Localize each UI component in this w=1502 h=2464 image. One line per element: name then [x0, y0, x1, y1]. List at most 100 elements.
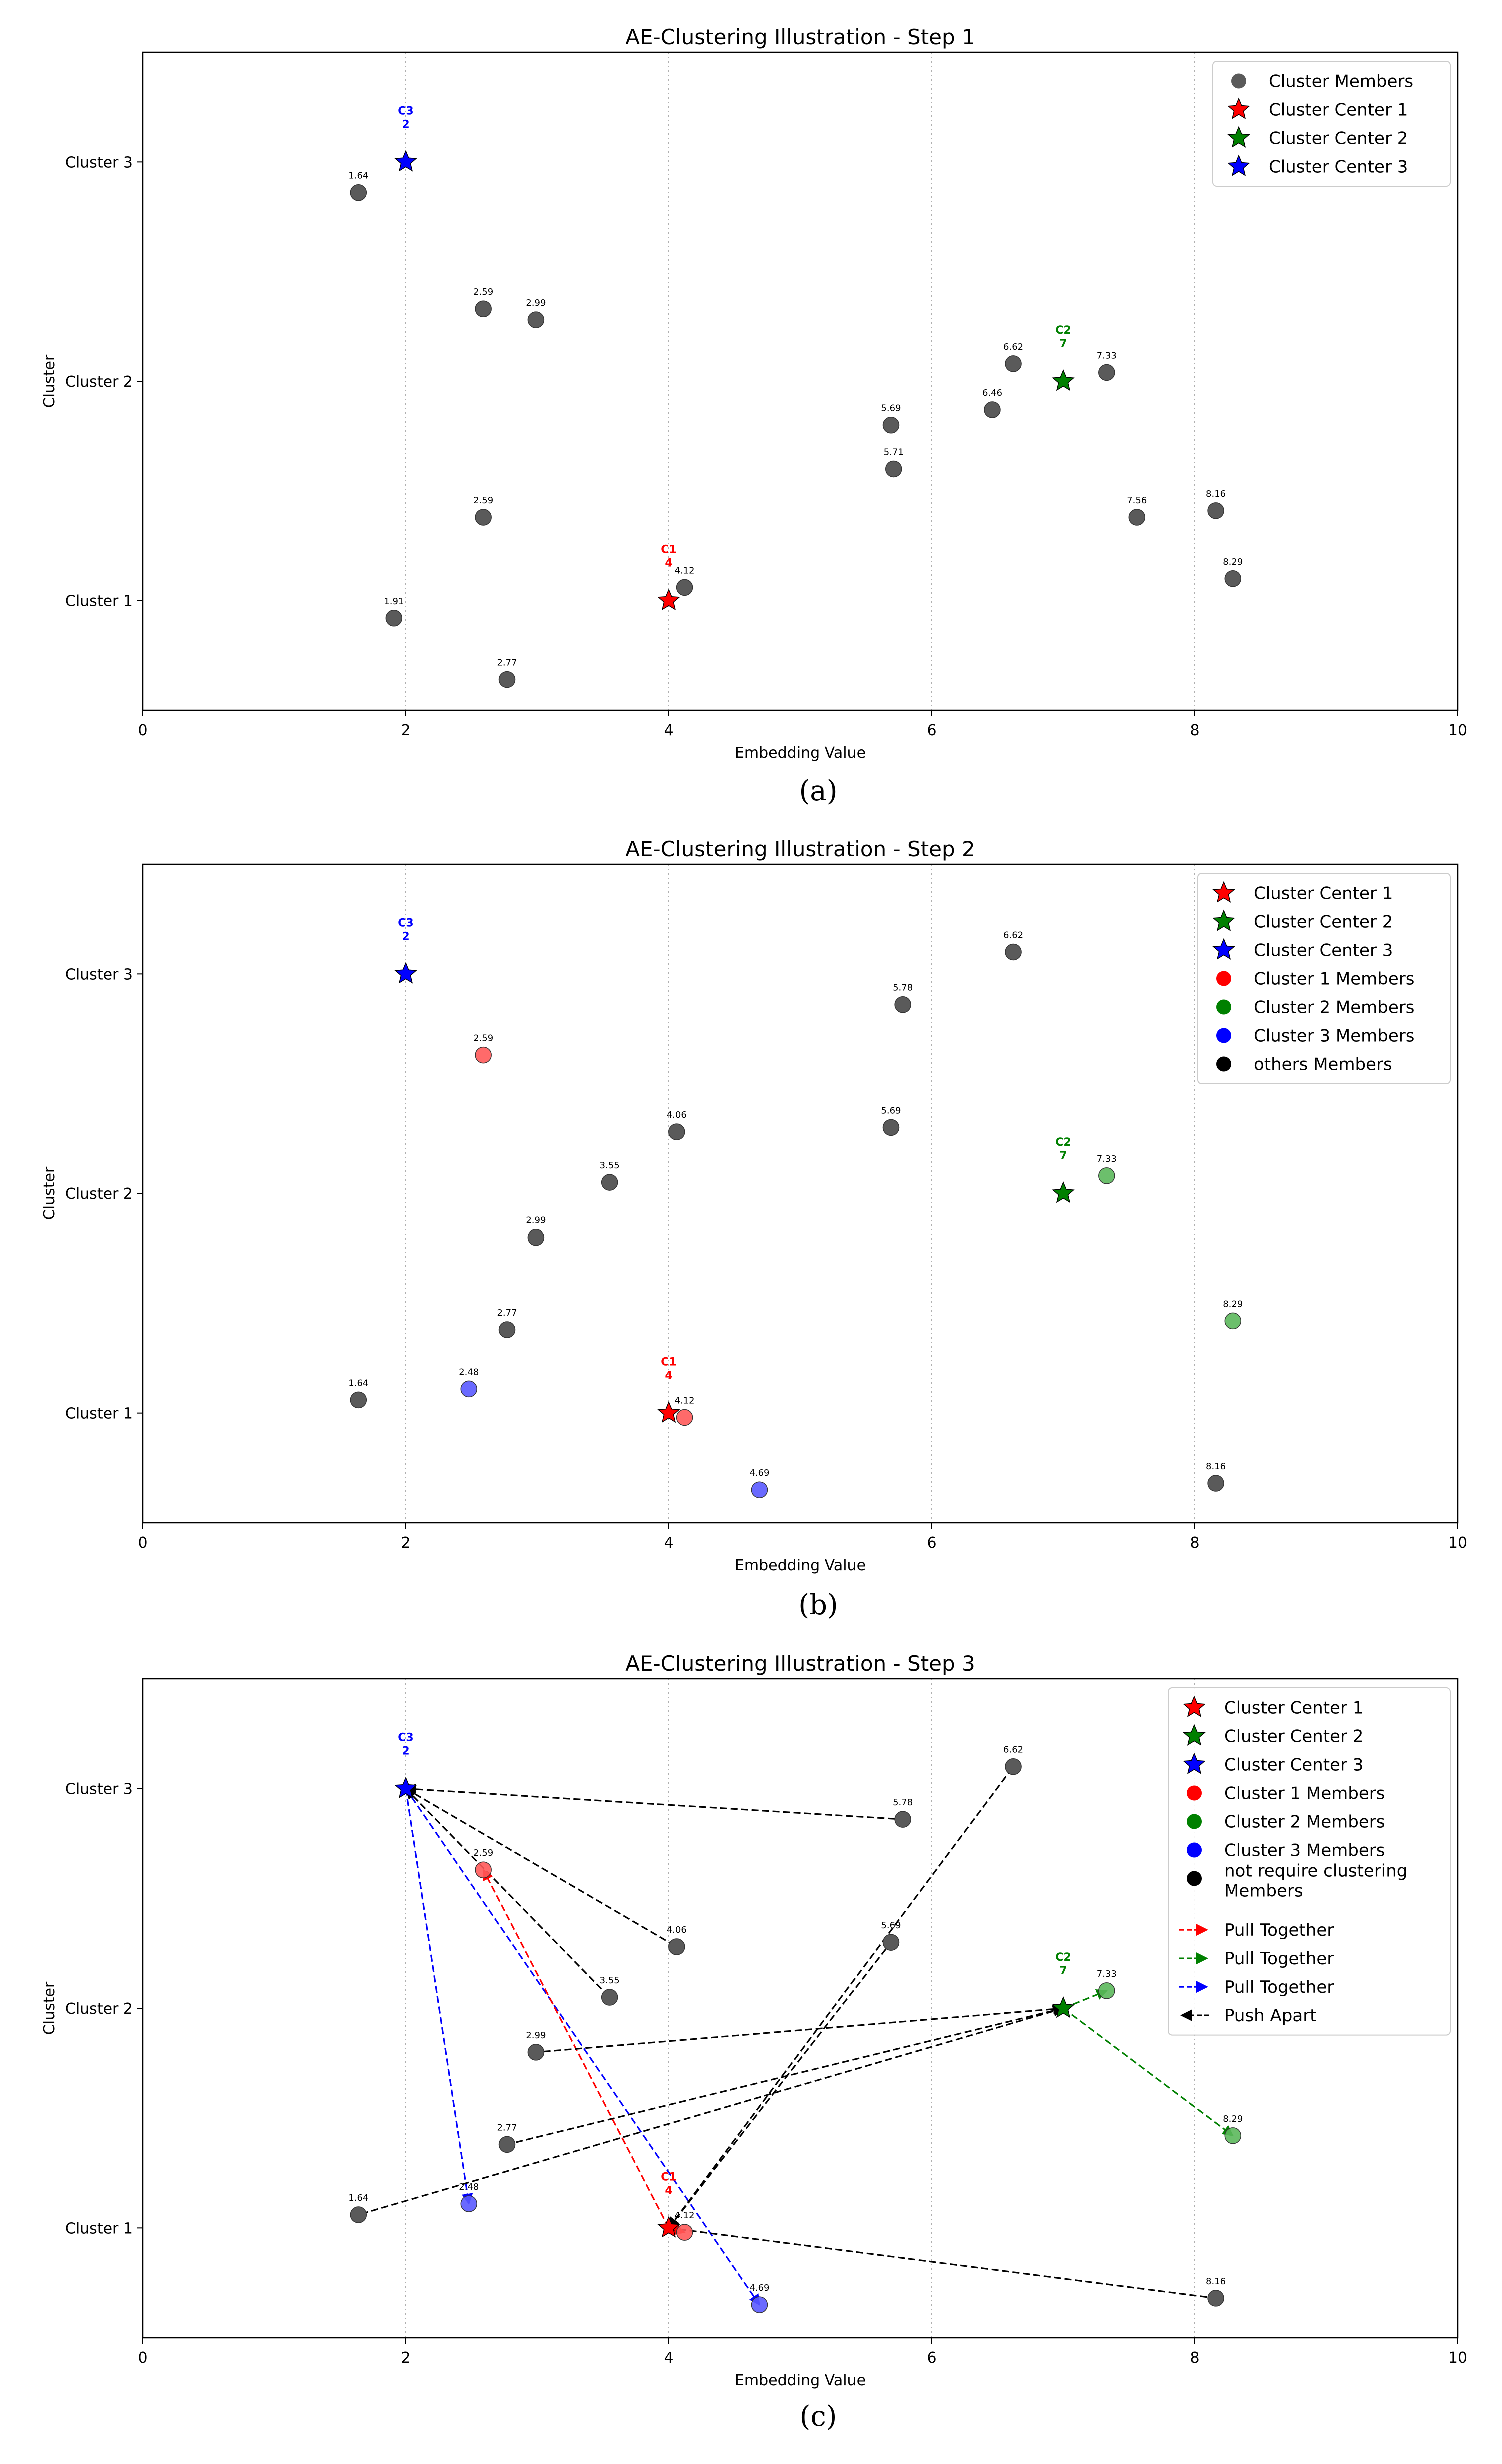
point-label: 4.69 [749, 2283, 769, 2293]
legend-circle-marker [1187, 1785, 1202, 1801]
data-point [527, 311, 545, 328]
pull-together-arrow [405, 1788, 760, 2306]
push-apart-arrow [405, 1788, 610, 1998]
data-point [601, 1174, 618, 1191]
x-tick-label: 6 [927, 1534, 936, 1552]
legend-label: Cluster 1 Members [1254, 969, 1415, 989]
y-tick-label: Cluster 1 [65, 2220, 133, 2237]
legend-circle-marker [1216, 971, 1231, 986]
y-tick-label: Cluster 1 [65, 1405, 133, 1423]
data-point [1207, 1475, 1224, 1492]
y-tick-label: Cluster 3 [65, 154, 133, 171]
data-point [1224, 570, 1242, 587]
point-label: 3.55 [600, 1160, 620, 1171]
chart-panel-2: AE-Clustering Illustration - Step 2 6.62 5… [41, 837, 1467, 1621]
point-label: 1.64 [348, 1378, 368, 1388]
data-point [1128, 509, 1146, 526]
push-apart-arrow [404, 1783, 903, 1820]
data-point [894, 1811, 911, 1828]
center-value-label: 2 [402, 1745, 409, 1758]
point-label: 2.77 [497, 2122, 517, 2133]
legend [1168, 1687, 1451, 2036]
point-label: 4.12 [675, 565, 695, 576]
legend-circle-marker [1216, 999, 1231, 1015]
point-label: 4.12 [675, 2210, 695, 2221]
point-label: 1.64 [348, 2193, 368, 2203]
point-label: 6.62 [1003, 1745, 1023, 1755]
x-tick-label: 2 [401, 2349, 410, 2367]
data-point [527, 1228, 545, 1246]
data-point [882, 416, 900, 434]
point-label: 5.78 [893, 1797, 913, 1808]
center-name-label: C2 [1055, 1136, 1071, 1149]
legend-label: not require clustering [1224, 1861, 1407, 1881]
x-axis-label: Embedding Value [735, 744, 866, 762]
legend [1212, 61, 1451, 187]
point-label: 8.16 [1206, 1461, 1226, 1472]
panel-caption: (a) [799, 775, 837, 807]
data-point [1005, 1758, 1022, 1775]
legend-star-marker [1212, 881, 1235, 903]
cluster-center-star [1052, 369, 1075, 391]
legend-arrow-head [1196, 1924, 1208, 1936]
data-point [475, 509, 492, 526]
legend-arrow-head [1196, 1981, 1208, 1993]
point-label: 2.99 [526, 2030, 546, 2041]
center-value-label: 2 [402, 930, 409, 943]
point-label: 2.59 [473, 287, 493, 297]
legend-label: Push Apart [1224, 2006, 1317, 2026]
center-name-label: C3 [398, 917, 413, 929]
center-value-label: 7 [1059, 1150, 1067, 1162]
point-label: 8.16 [1206, 2276, 1226, 2287]
legend-label: Cluster 1 Members [1224, 1784, 1385, 1804]
legend-circle-marker [1216, 1028, 1231, 1043]
x-tick-label: 10 [1448, 2349, 1467, 2367]
x-tick-label: 4 [664, 2349, 673, 2367]
y-tick-label: Cluster 1 [65, 593, 133, 610]
data-point [475, 300, 492, 317]
point-label: 4.06 [667, 1110, 687, 1120]
legend-label: others Members [1254, 1055, 1392, 1075]
chart-title: AE-Clustering Illustration - Step 2 [625, 837, 975, 861]
legend-circle-marker [1187, 1842, 1202, 1858]
legend-label: Cluster Center 1 [1269, 100, 1408, 120]
data-point [676, 579, 693, 596]
data-point [385, 610, 403, 627]
point-label: 2.99 [526, 1215, 546, 1226]
point-label: 2.59 [473, 1848, 493, 1858]
y-tick-label: Cluster 3 [65, 966, 133, 983]
data-point [1098, 1982, 1115, 1999]
center-value-label: 4 [665, 557, 672, 570]
point-label: 2.59 [473, 1033, 493, 1044]
x-tick-label: 8 [1190, 2349, 1199, 2367]
chart-title: AE-Clustering Illustration - Step 1 [625, 25, 975, 49]
point-label: 2.59 [473, 495, 493, 506]
legend-label: Cluster Center 2 [1224, 1727, 1363, 1747]
data-point [475, 1046, 492, 1064]
x-tick-label: 10 [1448, 1534, 1467, 1552]
push-apart-arrow [358, 2005, 1065, 2216]
legend-label: Cluster 2 Members [1254, 998, 1415, 1018]
x-tick-label: 2 [401, 1534, 410, 1552]
pull-together-arrow [405, 1788, 473, 2205]
legend-label: Cluster 2 Members [1224, 1812, 1385, 1832]
x-tick-label: 6 [927, 722, 936, 739]
center-name-label: C3 [398, 1732, 413, 1744]
data-point [1224, 1312, 1242, 1330]
y-tick-label: Cluster 2 [65, 2000, 133, 2018]
legend-label: Cluster Center 2 [1269, 129, 1408, 149]
legend-label: Cluster Center 1 [1224, 1698, 1363, 1718]
center-name-label: C3 [398, 105, 413, 117]
center-name-label: C1 [661, 2171, 676, 2183]
point-label: 2.77 [497, 658, 517, 668]
cluster-center-star [394, 962, 417, 984]
point-label: 3.55 [600, 1975, 620, 1986]
data-point [1098, 364, 1115, 381]
cluster-center-star [657, 588, 680, 611]
legend [1197, 873, 1451, 1084]
y-axis-label: Cluster [41, 1981, 58, 2035]
x-axis-label: Embedding Value [735, 2372, 866, 2389]
push-apart-arrow [507, 2005, 1065, 2145]
data-point [498, 1321, 516, 1338]
